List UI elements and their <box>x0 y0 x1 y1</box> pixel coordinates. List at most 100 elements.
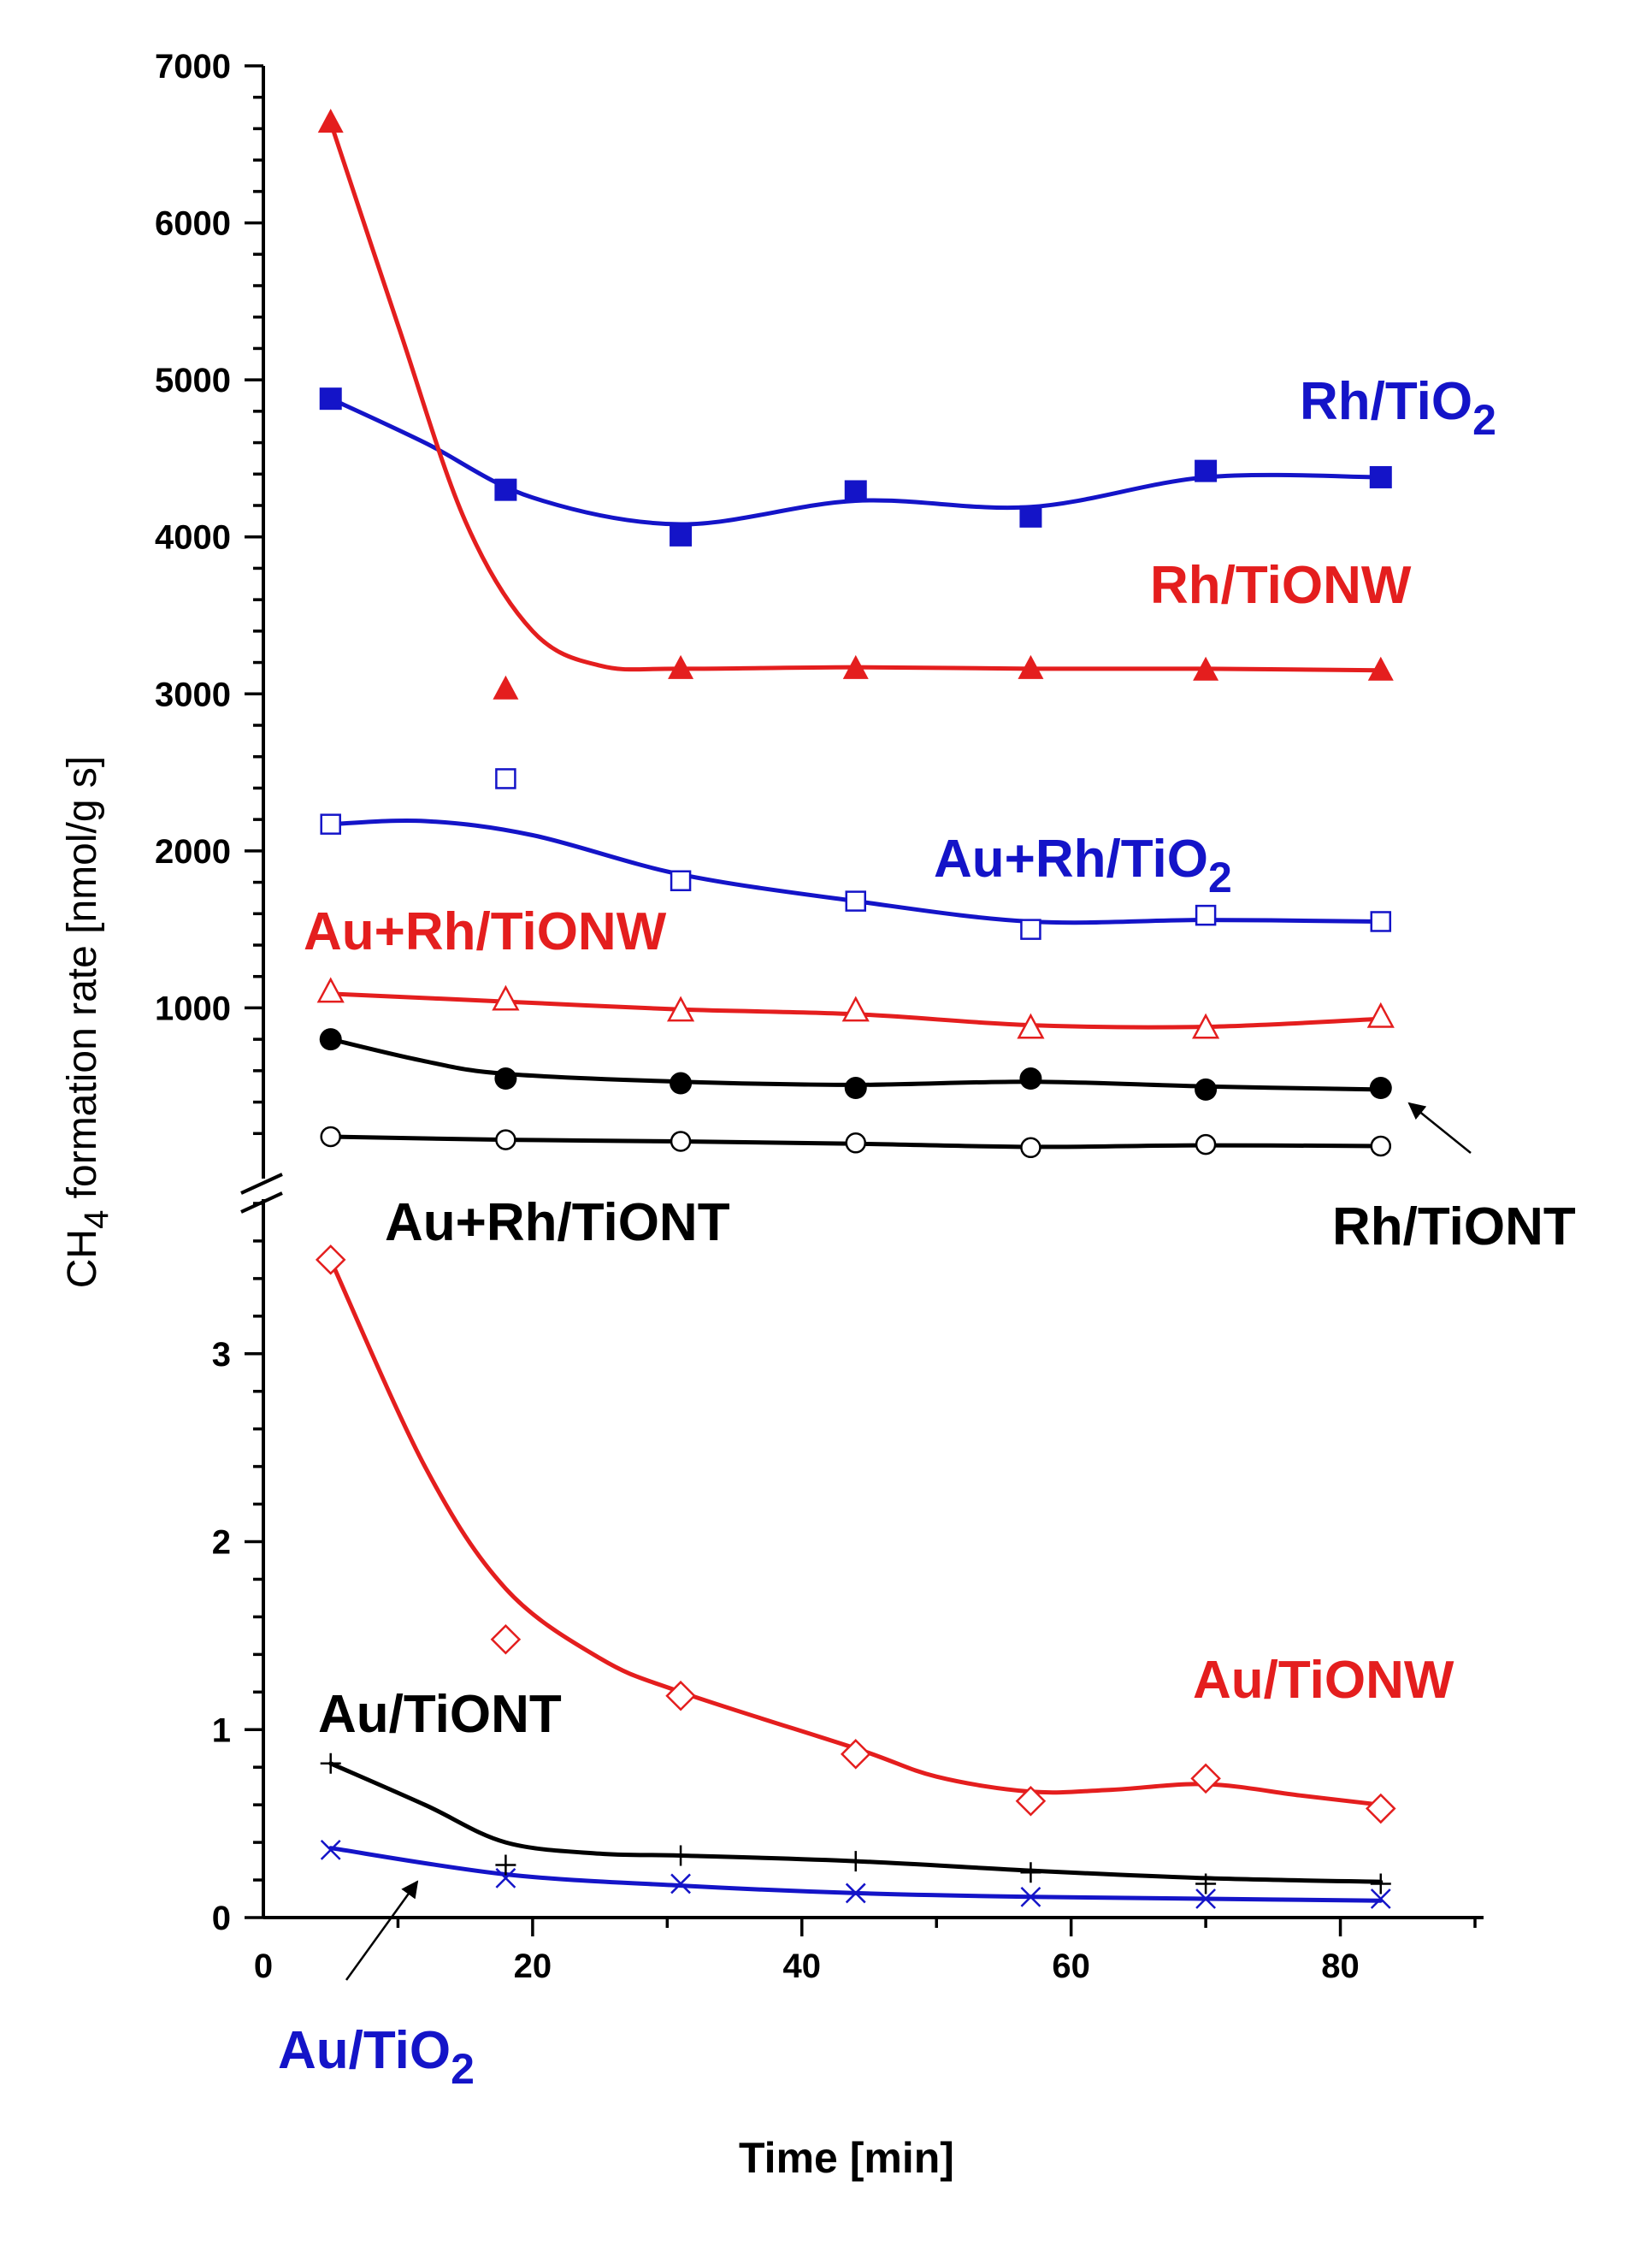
au-rh-tiont-point <box>845 1132 867 1154</box>
au-rh-tionw-point <box>1192 1013 1220 1039</box>
rh-tionw-curve <box>328 120 1384 673</box>
annotation-arrows <box>345 1102 1472 1981</box>
au-tio2-point <box>1370 1888 1391 1909</box>
au-tionw-point <box>840 1739 871 1770</box>
x-axis-title: Time [min] <box>739 2134 954 2182</box>
au-rh-tiont-point <box>320 1126 341 1148</box>
au-rh-tionw-point <box>316 977 345 1003</box>
rh-tio2-label: Rh/TiO2 <box>1300 372 1496 444</box>
rh-tionw-label: Rh/TiONW <box>1150 556 1412 615</box>
rh-tionw-point <box>1367 656 1394 681</box>
au-tio2-point <box>1195 1888 1216 1909</box>
x-tick-label: 20 <box>514 1948 552 1985</box>
au-tionw-point <box>1015 1785 1047 1817</box>
y-axis-title: CH4 formation rate [nmol/g s] <box>60 756 115 1288</box>
au-tionw-point <box>490 1624 522 1655</box>
rh-tionw-point <box>317 109 344 133</box>
au-tiont-curve <box>328 1761 1384 1884</box>
au-rh-tionw-point <box>492 984 520 1011</box>
au-rh-tio2-label: Au+Rh/TiO2 <box>934 830 1232 901</box>
data-markers <box>315 109 1396 1909</box>
au-tio2-point <box>495 1867 516 1888</box>
x-tick-label: 0 <box>254 1948 273 1985</box>
au-rh-tionw-point <box>841 996 870 1022</box>
x-tick-label: 40 <box>783 1948 822 1985</box>
rh-tio2-point <box>494 478 517 501</box>
au-tio2-point <box>320 1840 341 1860</box>
rh-tio2-point <box>1195 459 1218 482</box>
au-tiont-point <box>1370 1873 1391 1894</box>
rh-tiont-point <box>1369 1077 1392 1100</box>
rh-tiont-arrow <box>1407 1102 1472 1154</box>
y-tick-label: 3000 <box>155 676 231 713</box>
rh-tiont-point <box>670 1072 693 1095</box>
au-tionw-point <box>665 1680 696 1711</box>
y-tick-label: 2000 <box>155 833 231 871</box>
axis-break-mark <box>240 1173 283 1195</box>
rh-tio2-point <box>1369 465 1392 488</box>
au-tionw-point <box>1190 1763 1221 1794</box>
y-tick-label: 7000 <box>155 48 231 86</box>
au-tiont-point <box>495 1854 516 1876</box>
au-rh-tionw-point <box>666 996 695 1022</box>
au-tiont-point <box>320 1753 341 1774</box>
x-tick-label: 60 <box>1052 1948 1090 1985</box>
au-rh-tiont-point <box>670 1131 692 1152</box>
rh-tio2-point <box>1019 505 1042 528</box>
rh-tio2-point <box>670 523 693 547</box>
au-tio2-point <box>1020 1886 1041 1907</box>
au-rh-tionw-point <box>1366 1002 1395 1028</box>
rh-tionw-point <box>842 654 869 679</box>
y-tick-label: 0 <box>212 1900 231 1937</box>
au-tiont-label: Au/TiONT <box>318 1685 562 1744</box>
rh-tio2-point <box>844 480 867 503</box>
au-rh-tionw-point <box>1017 1013 1045 1039</box>
rh-tionw-point <box>1193 656 1219 681</box>
rh-tiont-point <box>844 1077 867 1100</box>
y-tick-label: 3 <box>212 1336 231 1374</box>
au-rh-tiont-point <box>495 1129 516 1150</box>
au-rh-tiont-point <box>1370 1135 1392 1157</box>
au-tiont-point <box>845 1851 866 1872</box>
au-tiont-point <box>1195 1873 1217 1894</box>
au-rh-tio2-point <box>845 890 867 912</box>
au-tio2-label: Au/TiO2 <box>278 2021 475 2093</box>
rh-tionw-point <box>1018 654 1044 679</box>
au-tionw-point <box>315 1244 346 1275</box>
y-tick-label: 6000 <box>155 205 231 243</box>
au-rh-tio2-point <box>1020 919 1041 940</box>
rh-tiont-label: Rh/TiONT <box>1332 1197 1576 1256</box>
au-tio2-point <box>670 1873 691 1894</box>
au-rh-tio2-point <box>1370 911 1392 932</box>
au-rh-tio2-point <box>1195 904 1217 926</box>
rh-tiont-point <box>1195 1078 1218 1101</box>
rh-tionw-point <box>668 654 694 679</box>
au-rh-tiont-point <box>1195 1133 1217 1156</box>
au-rh-tionw-label: Au+Rh/TiONW <box>304 902 667 961</box>
rh-tio2-curve <box>328 396 1384 527</box>
au-tio2-point <box>845 1883 866 1904</box>
au-tio2-arrow <box>345 1880 419 1981</box>
y-tick-label: 1000 <box>155 990 231 1027</box>
au-rh-tiont-label: Au+Rh/TiONT <box>385 1193 730 1252</box>
au-rh-tio2-point <box>495 768 516 789</box>
y-tick-label: 1 <box>212 1711 231 1749</box>
y-tick-label: 4000 <box>155 519 231 557</box>
series-labels: Rh/TiO2 Rh/TiONW Au+Rh/TiO2 Au+Rh/TiONW Rh/T… <box>278 372 1576 2093</box>
au-rh-tio2-point <box>670 870 692 891</box>
rh-tiont-point <box>494 1067 517 1091</box>
au-tiont-point <box>1020 1862 1041 1883</box>
y-tick-label: 2 <box>212 1524 231 1562</box>
x-tick-label: 80 <box>1321 1948 1360 1985</box>
rh-tiont-point <box>1019 1067 1042 1091</box>
au-rh-tiont-point <box>1020 1137 1041 1159</box>
au-rh-tio2-point <box>320 813 341 835</box>
rh-tionw-point <box>493 675 519 700</box>
y-tick-label: 5000 <box>155 362 231 399</box>
au-tionw-point <box>1366 1793 1396 1824</box>
rh-tiont-point <box>319 1028 342 1051</box>
axes: 1000 2000 3000 4000 5000 6000 7000 0 1 2 3 0 20 40 60 8… <box>60 48 1484 2182</box>
au-tionw-label: Au/TiONW <box>1193 1651 1454 1710</box>
au-tiont-point <box>670 1845 692 1866</box>
